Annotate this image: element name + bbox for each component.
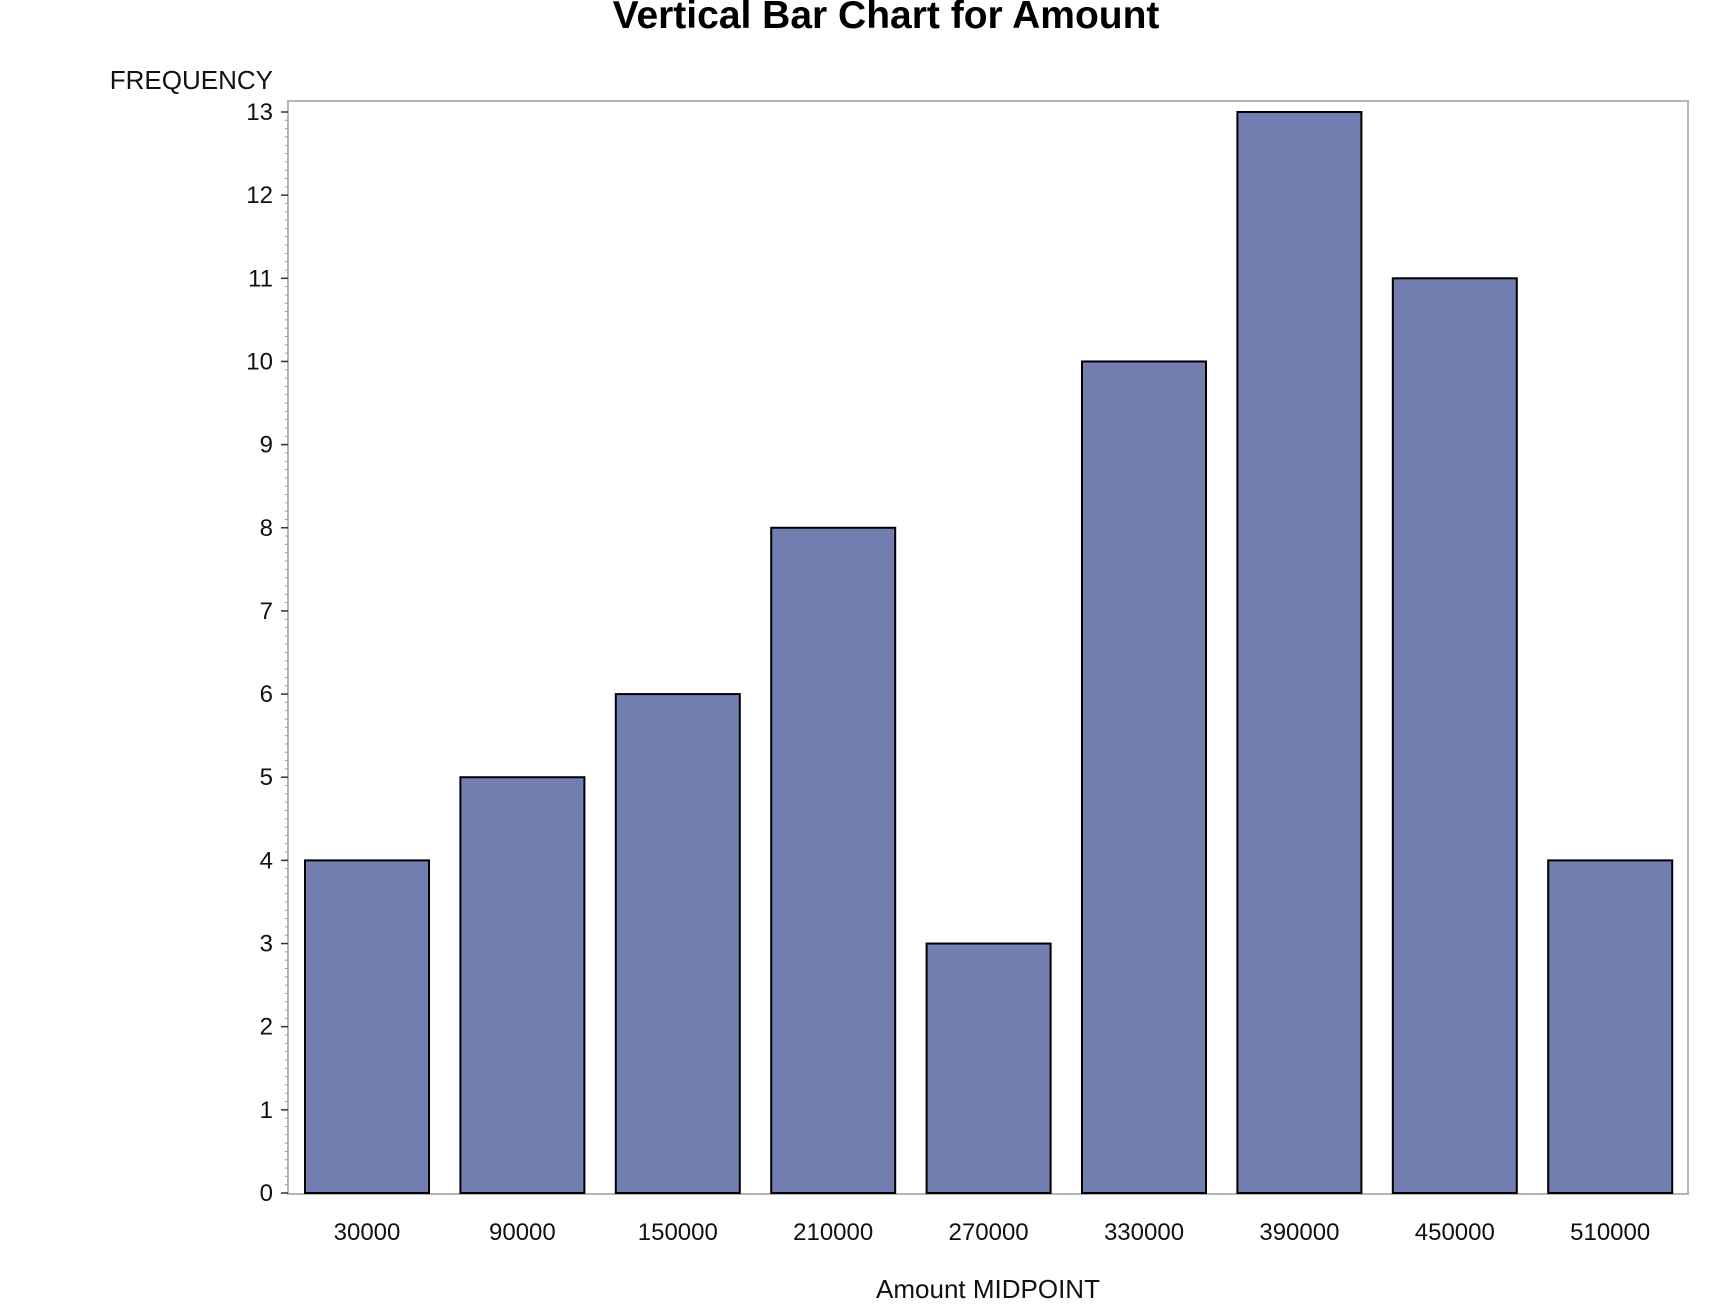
- x-tick-label: 90000: [489, 1219, 556, 1246]
- bar: [925, 942, 1052, 1194]
- y-tick-label: 13: [246, 99, 273, 126]
- y-tick-label: 0: [260, 1180, 273, 1207]
- plot-area-border: [287, 100, 1689, 1195]
- bar: [1547, 859, 1674, 1195]
- bar: [459, 776, 586, 1194]
- x-tick-label: 510000: [1570, 1219, 1650, 1246]
- y-tick-label: 4: [260, 847, 273, 874]
- bar: [770, 526, 897, 1194]
- y-tick-label: 7: [260, 598, 273, 625]
- x-tick-label: 210000: [793, 1219, 873, 1246]
- y-tick-label: 10: [246, 348, 273, 375]
- y-tick-label: 1: [260, 1097, 273, 1124]
- y-tick-label: 3: [260, 931, 273, 958]
- bar: [304, 859, 430, 1195]
- bars: [304, 111, 1674, 1195]
- y-tick-label: 12: [246, 182, 273, 209]
- y-tick-label: 6: [260, 681, 273, 708]
- y-tick-label: 2: [260, 1014, 273, 1041]
- x-tick-label: 390000: [1259, 1219, 1339, 1246]
- x-tick-label: 450000: [1415, 1219, 1495, 1246]
- chart-title: Vertical Bar Chart for Amount: [613, 0, 1160, 37]
- y-tick-label: 5: [260, 764, 273, 791]
- x-tick-label: 270000: [949, 1219, 1029, 1246]
- x-tick-label: 150000: [638, 1219, 718, 1246]
- bar: [1081, 360, 1207, 1194]
- x-tick-label: 30000: [334, 1219, 401, 1246]
- plot-frame: [287, 100, 1689, 1195]
- x-axis-label: Amount MIDPOINT: [876, 1274, 1100, 1304]
- y-tick-label: 11: [248, 265, 273, 292]
- bar: [1391, 277, 1518, 1194]
- y-tick-label: 9: [260, 432, 273, 459]
- x-axis-ticks: 30000 90000 150000 210000 270000 330000 390000…: [334, 1219, 1651, 1246]
- bar: [1236, 111, 1363, 1194]
- bar: [614, 693, 741, 1194]
- y-axis-label: FREQUENCY: [110, 65, 273, 95]
- x-tick-label: 330000: [1104, 1219, 1184, 1246]
- y-tick-label: 8: [260, 515, 273, 542]
